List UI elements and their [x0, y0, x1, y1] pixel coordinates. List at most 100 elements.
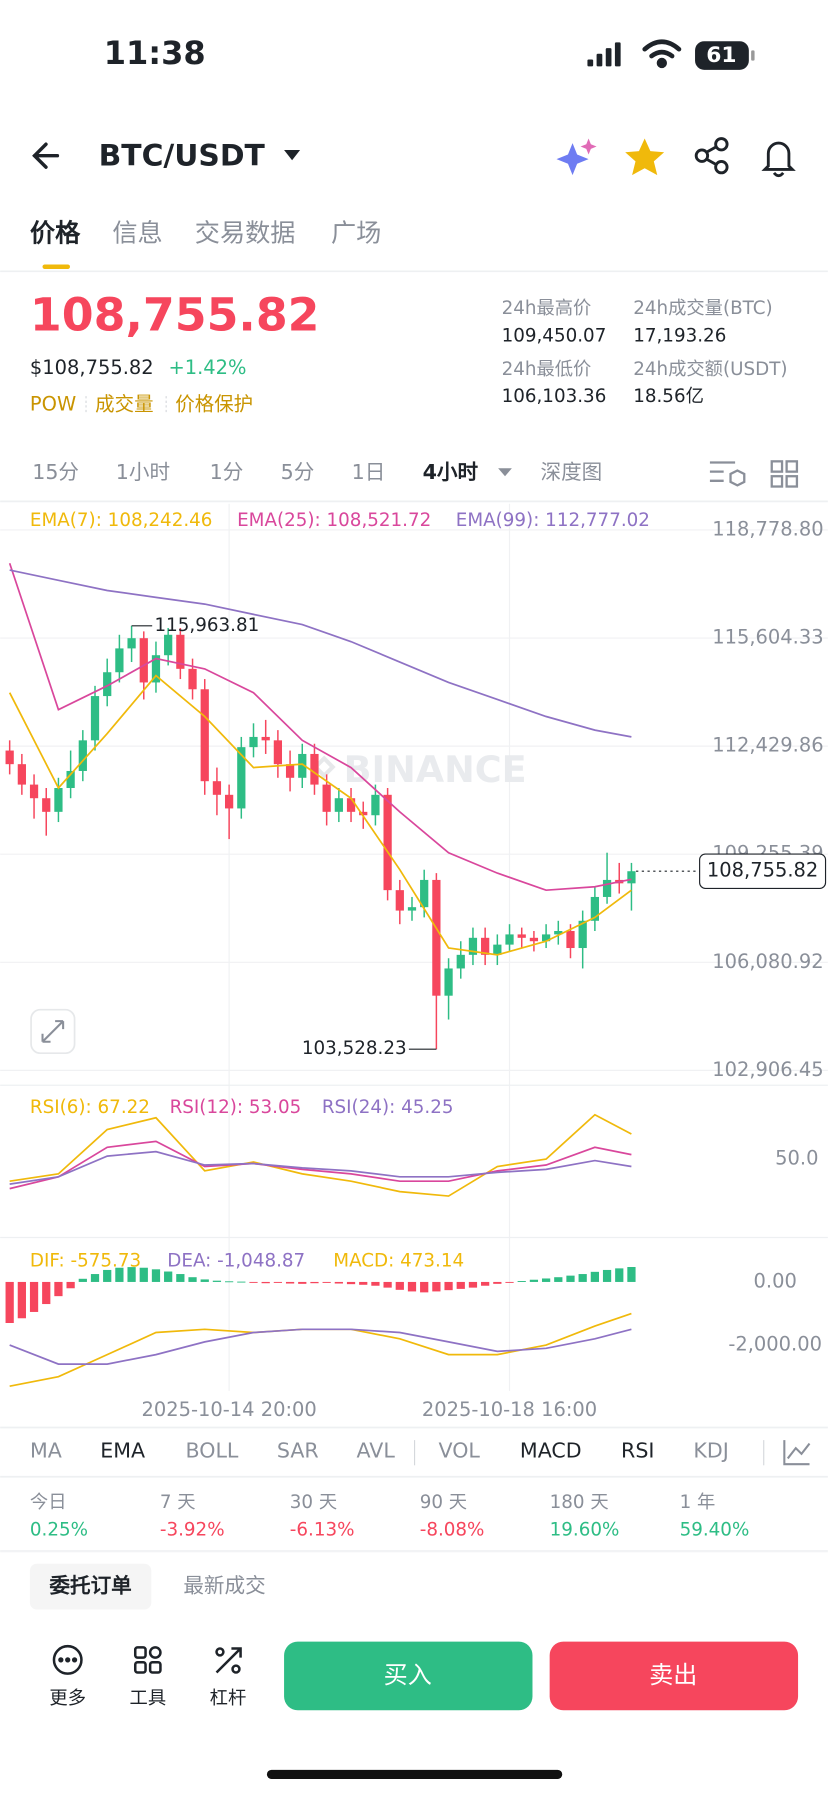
indicator[interactable]: VOL	[439, 1439, 481, 1463]
interval[interactable]: 5分	[281, 460, 315, 484]
macd-bar	[395, 1281, 404, 1290]
sell-button[interactable]	[549, 1641, 799, 1711]
candle-body	[151, 655, 161, 683]
indicator[interactable]: SAR	[277, 1439, 319, 1463]
candle-body	[273, 740, 283, 765]
y-tick-label: 102,906.45	[712, 1058, 823, 1081]
pair-dropdown[interactable]	[284, 149, 301, 161]
chart-settings-button[interactable]	[709, 461, 746, 487]
candle-body	[42, 798, 51, 812]
legend-entry: EMA(99): 112,777.02	[456, 510, 650, 531]
last-price: 108,755.82	[30, 288, 320, 342]
candle-body	[164, 634, 173, 656]
indicator[interactable]: AVL	[356, 1439, 395, 1463]
interval[interactable]: 1分	[210, 460, 244, 484]
macd-bar	[224, 1281, 234, 1283]
back-button[interactable]	[32, 142, 60, 169]
layout-button[interactable]	[770, 460, 799, 488]
expand-button[interactable]	[30, 1008, 76, 1055]
macd-bar	[115, 1267, 124, 1282]
interval[interactable]: 1日	[352, 460, 386, 484]
candle-body	[493, 944, 502, 955]
tab-active[interactable]: 价格	[30, 219, 81, 248]
indicator-active[interactable]: EMA	[100, 1439, 145, 1463]
tag[interactable]: 价格保护	[175, 393, 253, 416]
macd-bar	[371, 1281, 380, 1286]
interval-dropdown[interactable]	[498, 468, 512, 477]
tool-label[interactable]: 工具	[130, 1688, 167, 1709]
x-tick-label: 2025-10-18 16:00	[422, 1398, 597, 1421]
indicator[interactable]: KDJ	[693, 1439, 728, 1463]
x-tick-label: 2025-10-14 20:00	[141, 1398, 316, 1421]
candle-body	[578, 920, 587, 949]
tag[interactable]: POW	[30, 393, 76, 416]
indicator[interactable]: BOLL	[185, 1439, 238, 1463]
macd-bar	[273, 1281, 283, 1283]
favorite-star[interactable]	[625, 138, 665, 176]
stat-label: 24h最低价	[502, 359, 592, 380]
candle-body	[346, 798, 356, 812]
macd-bar	[261, 1281, 270, 1284]
y-tick-label: 118,778.80	[712, 517, 823, 540]
macd-bar	[615, 1268, 624, 1282]
indicator-active[interactable]: RSI	[621, 1439, 654, 1463]
candle-body	[66, 770, 75, 789]
macd-bar	[346, 1281, 356, 1285]
indicator[interactable]: MA	[30, 1439, 62, 1463]
order-tab[interactable]: 最新成交	[183, 1574, 265, 1598]
period-change: -8.08%	[420, 1520, 485, 1541]
interval[interactable]: 15分	[32, 460, 79, 484]
tab[interactable]: 信息	[112, 219, 162, 248]
legend-entry: EMA(25): 108,521.72	[237, 510, 431, 531]
buy-button[interactable]	[284, 1641, 533, 1711]
indicator-active[interactable]: MACD	[520, 1439, 582, 1463]
candle-body	[261, 736, 270, 741]
tool-label[interactable]: 杠杆	[210, 1688, 247, 1709]
home-indicator	[266, 1769, 563, 1779]
interval[interactable]: 深度图	[540, 460, 602, 484]
candle-body	[505, 934, 514, 945]
share-button[interactable]	[694, 137, 729, 175]
last-price-box	[699, 853, 827, 889]
interval[interactable]: 1小时	[116, 460, 170, 484]
sell-label[interactable]: 卖出	[649, 1661, 697, 1689]
legend-entry: MACD: 473.14	[333, 1251, 464, 1272]
ema-line	[8, 674, 632, 956]
macd-bar	[383, 1281, 392, 1288]
candle-body	[517, 934, 526, 938]
tab[interactable]: 交易数据	[195, 219, 296, 248]
candle-body	[127, 638, 136, 649]
tool-label[interactable]: 更多	[49, 1688, 86, 1709]
buy-label[interactable]: 买入	[384, 1661, 432, 1689]
indicator-settings[interactable]	[783, 1440, 811, 1466]
alert-bell[interactable]	[761, 141, 796, 178]
macd-bar	[334, 1281, 343, 1284]
stat-label: 24h最高价	[502, 298, 592, 319]
candle-body	[554, 931, 563, 935]
interval-active[interactable]: 4小时	[423, 460, 479, 484]
high-annotation: 115,963.81	[154, 615, 259, 636]
macd-line	[9, 1312, 632, 1388]
tools-icon[interactable]	[133, 1646, 162, 1674]
ai-button[interactable]	[556, 138, 597, 176]
more-icon[interactable]	[52, 1644, 83, 1675]
tag[interactable]: 成交量	[95, 393, 153, 416]
macd-bar	[176, 1274, 185, 1282]
period-label: 180 天	[550, 1492, 609, 1513]
macd-bar	[285, 1281, 295, 1284]
candle-body	[176, 634, 185, 669]
leverage-icon[interactable]	[215, 1647, 242, 1674]
period-change: -6.13%	[290, 1520, 355, 1541]
performance-row: 今日 0.25% 7 天 -3.92% 30 天 -6.13% 90 天 -8.08% 180 …	[30, 1492, 749, 1540]
candle-body	[90, 696, 100, 741]
order-tab-active[interactable]: 委托订单	[48, 1574, 131, 1598]
pair-title[interactable]: BTC/USDT	[99, 138, 266, 173]
macd-line	[9, 1328, 632, 1365]
macd-bar	[249, 1281, 258, 1283]
signal-icon	[587, 42, 621, 67]
rsi-line	[9, 1150, 632, 1185]
stat-value: 109,450.07	[502, 326, 607, 347]
tab[interactable]: 广场	[331, 219, 381, 248]
